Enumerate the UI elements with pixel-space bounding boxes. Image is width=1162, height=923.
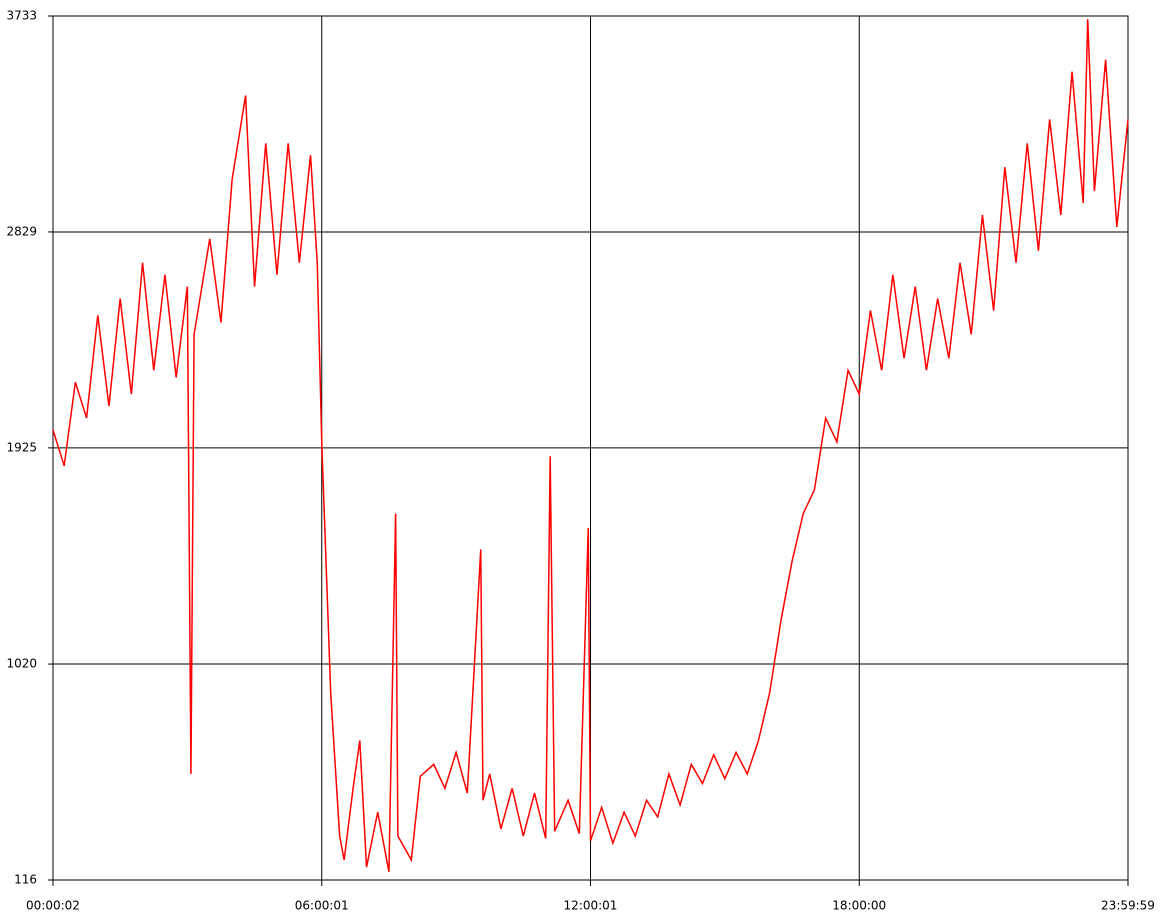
x-tick-label: 18:00:00 xyxy=(832,899,886,913)
x-tick-label: 23:59:59 xyxy=(1101,899,1155,913)
x-tick-label: 12:00:01 xyxy=(564,899,618,913)
y-tick-label: 3733 xyxy=(6,9,37,23)
y-tick-label: 1925 xyxy=(6,440,37,454)
x-tick-label: 00:00:02 xyxy=(26,899,80,913)
x-tick-label: 06:00:01 xyxy=(295,899,349,913)
y-tick-label: 1020 xyxy=(6,657,37,671)
data-line xyxy=(52,19,1129,873)
y-tick-label: 2829 xyxy=(6,224,37,238)
y-tick-label: 116 xyxy=(14,873,37,887)
